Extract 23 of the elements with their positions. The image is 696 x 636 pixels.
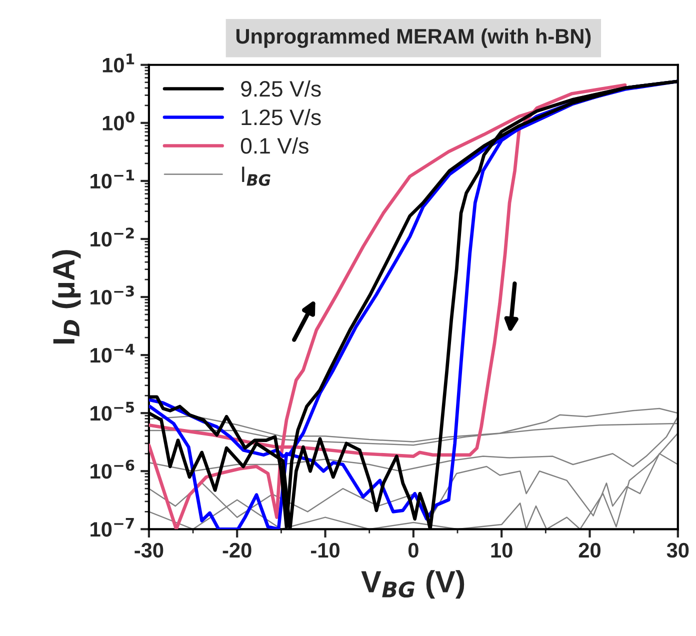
x-tick-label: -30 (134, 542, 164, 558)
y-tick-label: 10$^{0}$ (102, 111, 134, 130)
y-tick-label: 10$^{−5}$ (90, 402, 134, 421)
legend-label: 0.1 V/s (240, 137, 308, 154)
y-tick-label: 10$^{−2}$ (90, 228, 134, 247)
y-axis-title: I$_{D}$ (μA) (52, 250, 81, 344)
x-axis-title: V$_{BG}$ (V) (361, 570, 464, 599)
legend-label: 9.25 V/s (241, 80, 321, 97)
x-tick-label: -20 (222, 542, 252, 558)
y-tick-label: 10$^{1}$ (102, 54, 134, 72)
legend-label: I$_{BG}$ (242, 166, 270, 186)
y-tick-label: 10$^{−6}$ (90, 460, 134, 479)
x-tick-label: -10 (311, 542, 340, 558)
legend-label: 1.25 V/s (242, 108, 321, 126)
x-tick-label: 10 (491, 542, 512, 558)
y-tick-label: 10$^{−7}$ (90, 518, 134, 537)
y-tick-label: 10$^{−3}$ (90, 286, 134, 305)
x-tick-label: 30 (666, 542, 689, 558)
chart-title: Unprogrammed MERAM (with h-BN) (236, 28, 591, 48)
y-tick-label: 10$^{−1}$ (90, 170, 134, 189)
x-tick-label: 20 (578, 542, 600, 558)
y-tick-label: 10$^{−4}$ (90, 344, 134, 363)
x-tick-label: 0 (408, 542, 418, 558)
